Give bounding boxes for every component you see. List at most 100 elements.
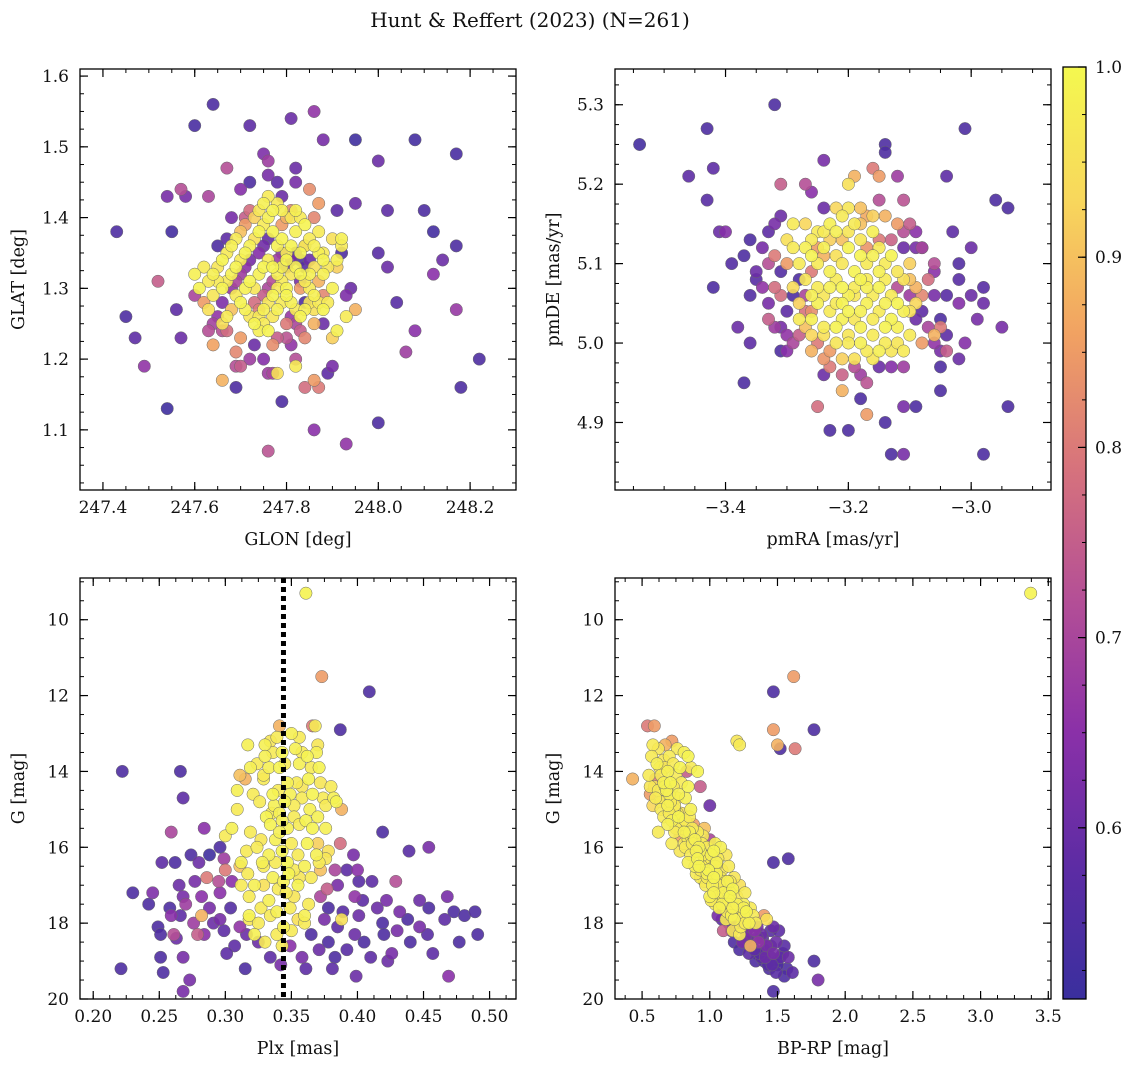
y-tick-label: 1.5 — [42, 138, 69, 158]
x-tick-label: 3.5 — [1035, 1007, 1062, 1027]
scatter-point — [365, 874, 379, 888]
scatter-point — [661, 764, 675, 778]
scatter-point — [335, 232, 349, 246]
scatter-point — [280, 288, 293, 302]
scatter-point — [860, 376, 874, 390]
y-tick-label: 1.1 — [42, 421, 69, 441]
x-tick-label: 1.0 — [696, 1007, 723, 1027]
scatter-point — [325, 359, 339, 373]
x-axis-label: Plx [mas] — [257, 1039, 339, 1059]
scatter-point — [213, 840, 227, 854]
scatter-point — [312, 761, 326, 775]
scatter-point — [183, 973, 197, 987]
y-tick-label: 5.1 — [577, 255, 604, 275]
scatter-point — [370, 901, 384, 915]
scatter-point — [289, 204, 303, 217]
scatter-point — [295, 950, 309, 964]
x-tick-label: 0.5 — [629, 1007, 656, 1027]
scatter-point — [228, 939, 242, 953]
scatter-point — [693, 780, 707, 794]
scatter-point — [768, 98, 782, 112]
scatter-point — [289, 161, 303, 175]
scatter-point — [257, 196, 271, 210]
scatter-point — [173, 764, 187, 778]
scatter-point — [866, 249, 880, 263]
scatter-point — [188, 874, 202, 888]
scatter-point — [780, 257, 794, 271]
scatter-point — [921, 273, 935, 286]
scatter-point — [270, 303, 284, 317]
scatter-point — [440, 890, 454, 904]
scatter-point — [115, 764, 129, 778]
y-tick-label: 1.2 — [42, 350, 69, 370]
scatter-point — [304, 871, 318, 885]
panel-plx-g: 0.20 0.25 0.30 0.35 0.40 0.45 0.50 10 12 14 16 18 20… — [9, 577, 517, 1059]
scatter-point — [255, 856, 269, 869]
scatter-point — [206, 288, 220, 302]
scatter-point — [333, 723, 347, 737]
scatter-point — [393, 905, 407, 919]
y-axis-label: pmDE [mas/yr] — [544, 213, 564, 347]
scatter-point — [291, 848, 305, 862]
scatter-point — [766, 947, 780, 960]
scatter-point — [381, 204, 394, 217]
panel-glon-glat: 247.4 247.6 247.8 248.0 248.2 1.1 1.2 1.3 1.4 1.5… — [9, 67, 517, 550]
scatter-point — [712, 901, 726, 915]
scatter-point — [884, 360, 898, 374]
scatter-point — [725, 257, 739, 271]
scatter-point — [304, 928, 318, 941]
scatter-point — [266, 787, 280, 801]
scatter-point — [731, 320, 745, 334]
scatter-point — [707, 871, 721, 885]
scatter-point — [835, 368, 849, 382]
scatter-point — [266, 288, 280, 302]
scatter-point — [743, 288, 757, 302]
scatter-point — [325, 962, 339, 976]
scatter-point — [805, 344, 818, 358]
scatter-point — [317, 912, 331, 926]
scatter-point — [787, 670, 801, 684]
y-axis-label: G [mag] — [9, 753, 29, 824]
scatter-point — [970, 312, 984, 326]
scatter-point — [229, 345, 243, 359]
scatter-point — [299, 962, 313, 976]
scatter-point — [179, 897, 193, 911]
scatter-point — [719, 225, 732, 239]
scatter-point — [835, 352, 849, 366]
scatter-point — [266, 204, 280, 217]
scatter-point — [203, 901, 216, 915]
scatter-point — [191, 928, 205, 941]
scatter-point — [230, 802, 244, 816]
scatter-point — [909, 400, 923, 414]
y-tick-label: 5.0 — [577, 334, 604, 354]
scatter-point — [213, 886, 227, 900]
x-tick-label: 0.35 — [272, 1007, 310, 1027]
scatter-point — [946, 225, 960, 239]
scatter-point — [471, 928, 485, 941]
x-tick-label: 248.2 — [446, 498, 495, 518]
scatter-point — [995, 320, 1009, 334]
scatter-point — [940, 169, 954, 183]
scatter-point — [242, 890, 256, 904]
scatter-point — [225, 211, 238, 225]
scatter-point — [188, 267, 202, 281]
x-tick-label: 247.8 — [262, 498, 311, 518]
scatter-point — [449, 303, 463, 317]
scatter-point — [351, 863, 364, 877]
scatter-point — [401, 912, 415, 926]
y-tick-label: 16 — [582, 838, 604, 858]
scatter-point — [817, 153, 831, 167]
scatter-point — [884, 233, 898, 247]
scatter-point — [307, 211, 321, 225]
scatter-point — [408, 324, 422, 338]
scatter-point — [270, 366, 284, 380]
scatter-point — [174, 182, 188, 196]
panel-pmra-pmde: −3.4 −3.2 −3.0 4.9 5.0 5.1 5.2 5.3 pmRA [mas/yr]… — [544, 68, 1052, 550]
scatter-point — [275, 232, 289, 246]
scatter-point — [289, 359, 303, 373]
scatter-point — [218, 863, 232, 877]
scatter-point — [137, 359, 151, 373]
scatter-point — [739, 905, 753, 919]
scatter-point — [312, 196, 326, 210]
scatter-point — [330, 204, 344, 217]
